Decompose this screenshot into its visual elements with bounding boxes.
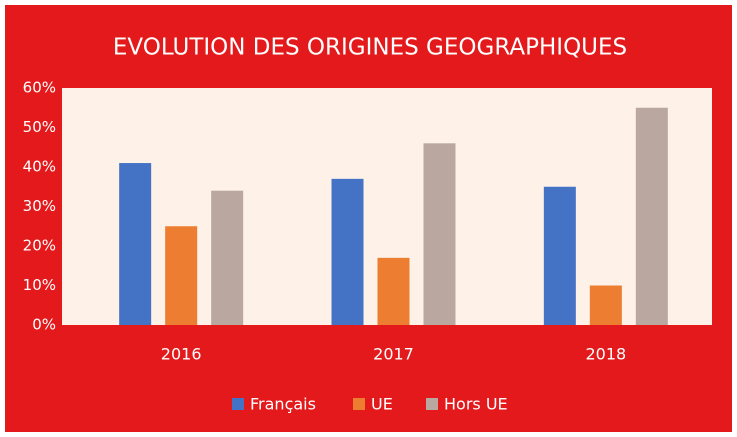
- legend-swatch: [353, 398, 365, 410]
- legend-label: Hors UE: [444, 395, 508, 414]
- y-tick-label: 60%: [23, 79, 56, 97]
- y-tick-label: 40%: [23, 158, 56, 176]
- bar: [589, 285, 622, 325]
- bar: [423, 143, 456, 325]
- y-tick-label: 50%: [23, 118, 56, 136]
- legend-label: Français: [250, 395, 316, 414]
- y-tick-label: 30%: [23, 197, 56, 215]
- bar: [119, 163, 152, 325]
- bar: [377, 257, 410, 325]
- legend-label: UE: [371, 395, 393, 414]
- y-tick-label: 20%: [23, 237, 56, 255]
- bar: [211, 190, 244, 325]
- y-tick-label: 10%: [23, 276, 56, 294]
- y-tick-label: 0%: [32, 316, 56, 334]
- x-tick-label: 2016: [161, 345, 202, 364]
- x-tick-label: 2017: [373, 345, 414, 364]
- bar: [635, 107, 668, 325]
- x-tick-label: 2018: [585, 345, 626, 364]
- bar: [543, 186, 576, 325]
- legend-swatch: [426, 398, 438, 410]
- bar: [331, 178, 364, 325]
- legend-swatch: [232, 398, 244, 410]
- bar: [165, 226, 198, 325]
- chart-title: EVOLUTION DES ORIGINES GEOGRAPHIQUES: [113, 35, 627, 61]
